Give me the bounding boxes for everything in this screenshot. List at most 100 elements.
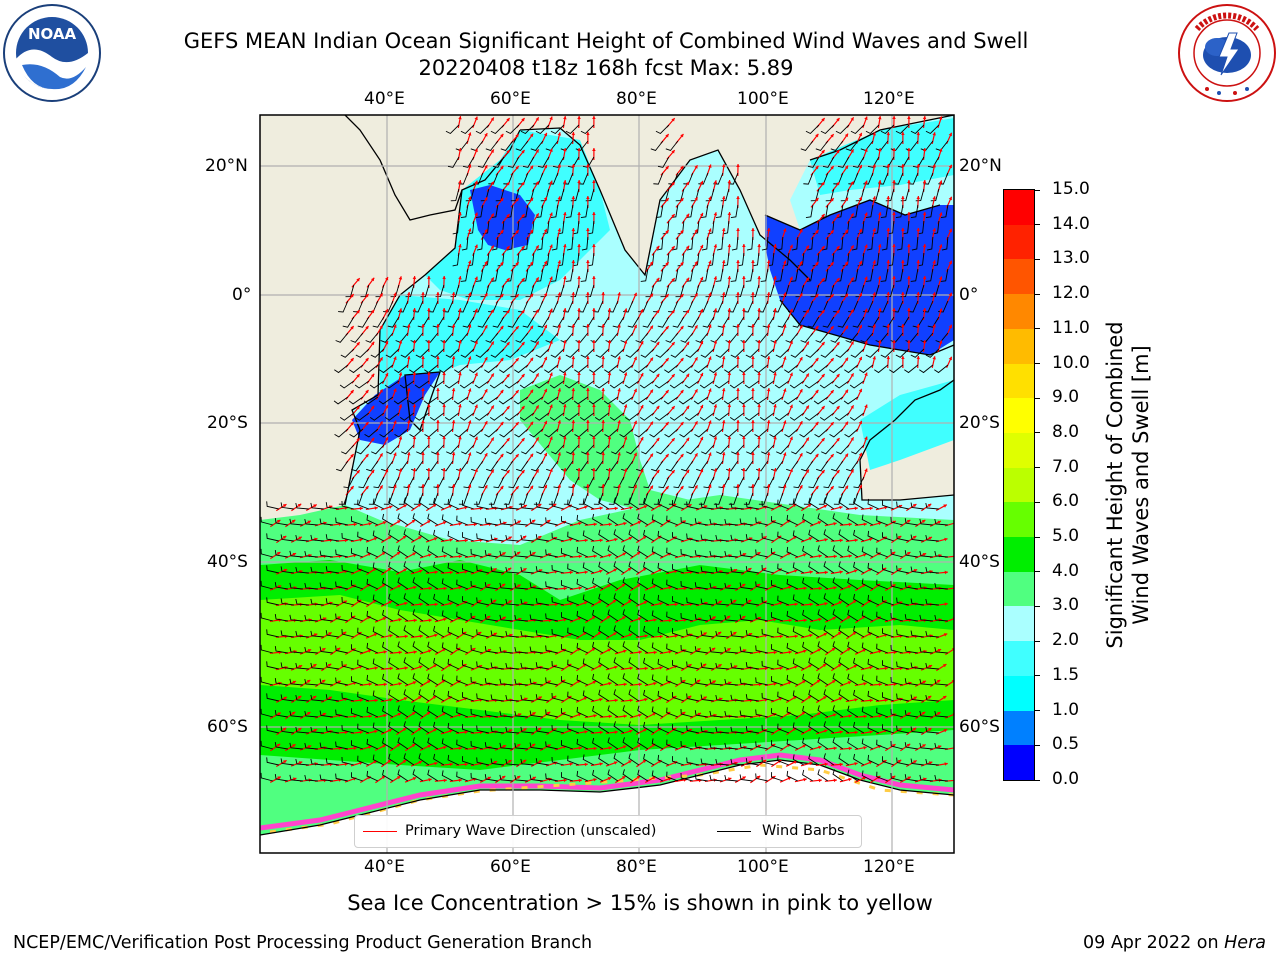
wind-barb <box>651 674 664 686</box>
wind-barb <box>462 596 475 606</box>
colorbar-tick-label: 15.0 <box>1052 179 1090 199</box>
wave-direction-arrowhead <box>869 698 873 703</box>
wave-direction-arrowhead <box>687 695 692 700</box>
wave-direction-arrowhead <box>490 117 494 121</box>
wave-direction-arrowhead <box>815 165 819 170</box>
wind-barb <box>383 492 394 505</box>
wind-barb <box>553 476 565 489</box>
wave-direction-arrowhead <box>944 762 948 766</box>
wave-direction-arrowhead <box>680 325 684 330</box>
wave-direction-arrowhead <box>379 485 383 489</box>
wind-barb <box>304 742 318 750</box>
colorbar-tick-label: 4.0 <box>1052 560 1080 581</box>
wave-direction-arrowhead <box>344 730 348 735</box>
wave-direction-arrowhead <box>607 436 612 440</box>
wind-barb <box>855 188 865 202</box>
wind-barb <box>505 348 520 358</box>
wave-direction-arrowhead <box>742 776 746 780</box>
wind-barb <box>880 268 889 282</box>
wind-barb <box>767 252 775 267</box>
wind-barb <box>720 284 730 298</box>
wave-direction-arrowhead <box>637 617 642 621</box>
colorbar-tick-label: 11.0 <box>1052 317 1090 338</box>
wind-barb <box>566 444 580 455</box>
wind-barb <box>613 657 625 670</box>
wind-barb <box>476 565 489 574</box>
wind-barb <box>366 578 379 590</box>
wave-direction-arrowhead <box>862 553 867 557</box>
wave-direction-arrowhead <box>697 648 701 652</box>
wave-direction-arrowhead <box>659 666 663 670</box>
wave-direction-arrowhead <box>922 680 926 684</box>
wind-barb <box>806 444 820 455</box>
wind-barb <box>720 188 730 202</box>
wind-barb <box>703 476 715 489</box>
colorbar-tick-label: 1.0 <box>1052 699 1080 720</box>
wind-barb <box>823 561 835 574</box>
wind-barb <box>896 661 909 670</box>
wind-barb <box>867 316 880 328</box>
wave-direction-arrowhead <box>442 648 446 652</box>
wave-direction-arrowhead <box>862 776 867 781</box>
wind-barb <box>351 460 364 472</box>
wave-direction-arrowhead <box>384 308 389 313</box>
wind-barb <box>815 140 829 152</box>
wave-direction-arrowhead <box>751 260 755 264</box>
wind-barb <box>738 396 754 405</box>
wind-barb <box>808 497 820 510</box>
wave-direction-arrowhead <box>502 744 507 749</box>
wave-direction-arrowhead <box>665 166 669 170</box>
wave-direction-arrowhead <box>736 356 740 360</box>
wind-barb <box>462 500 475 510</box>
wave-direction-arrowhead <box>912 727 917 732</box>
wind-barb <box>866 236 874 251</box>
wave-direction-arrowhead <box>535 181 539 185</box>
wind-barb <box>783 396 799 405</box>
wind-barb <box>838 625 850 638</box>
wind-barb <box>403 721 415 734</box>
wind-barb <box>535 204 544 219</box>
wind-barb <box>295 758 309 766</box>
wind-barb <box>441 546 454 558</box>
wave-direction-arrowhead <box>353 746 357 750</box>
wind-barb <box>357 316 370 328</box>
wind-barb <box>934 774 948 782</box>
wave-direction-arrowhead <box>464 762 468 767</box>
wave-direction-arrowhead <box>282 727 287 732</box>
wave-direction-arrowhead <box>713 212 718 216</box>
wind-barb <box>861 706 874 718</box>
wave-direction-arrowhead <box>833 778 837 783</box>
wave-direction-arrowhead <box>757 340 761 344</box>
wave-direction-arrowhead <box>433 664 437 668</box>
wave-direction-arrowhead <box>412 777 417 781</box>
wave-direction-arrowhead <box>818 778 822 783</box>
wind-barb <box>730 502 744 510</box>
wind-barb <box>473 492 484 505</box>
wave-direction-arrowhead <box>872 356 876 360</box>
wave-direction-arrowhead <box>627 567 632 572</box>
wave-direction-arrowhead <box>628 760 632 764</box>
wave-direction-arrowhead <box>864 180 868 184</box>
wave-direction-arrowhead <box>665 262 669 266</box>
legend-label: Wind Barbs <box>762 823 845 839</box>
wind-barb <box>551 564 564 574</box>
wind-barb <box>651 642 664 654</box>
wind-barb <box>545 517 558 526</box>
wind-barb <box>761 236 769 251</box>
wind-barb <box>666 675 679 686</box>
wave-direction-arrowhead <box>474 404 478 409</box>
wind-barb <box>808 657 820 670</box>
wind-barb <box>516 460 529 472</box>
wind-barb <box>427 705 439 718</box>
wave-direction-arrowhead <box>659 602 663 606</box>
wave-direction-arrowhead <box>529 229 534 234</box>
wind-barb <box>475 204 484 219</box>
wind-barb <box>820 124 835 135</box>
nws-logo-icon <box>1178 4 1276 102</box>
wave-direction-arrowhead <box>359 538 363 542</box>
wave-direction-arrowhead <box>350 326 354 330</box>
wind-barb <box>925 534 939 542</box>
wave-direction-arrowhead <box>751 356 755 360</box>
wind-barb <box>514 646 528 654</box>
wave-direction-arrowhead <box>901 292 905 295</box>
